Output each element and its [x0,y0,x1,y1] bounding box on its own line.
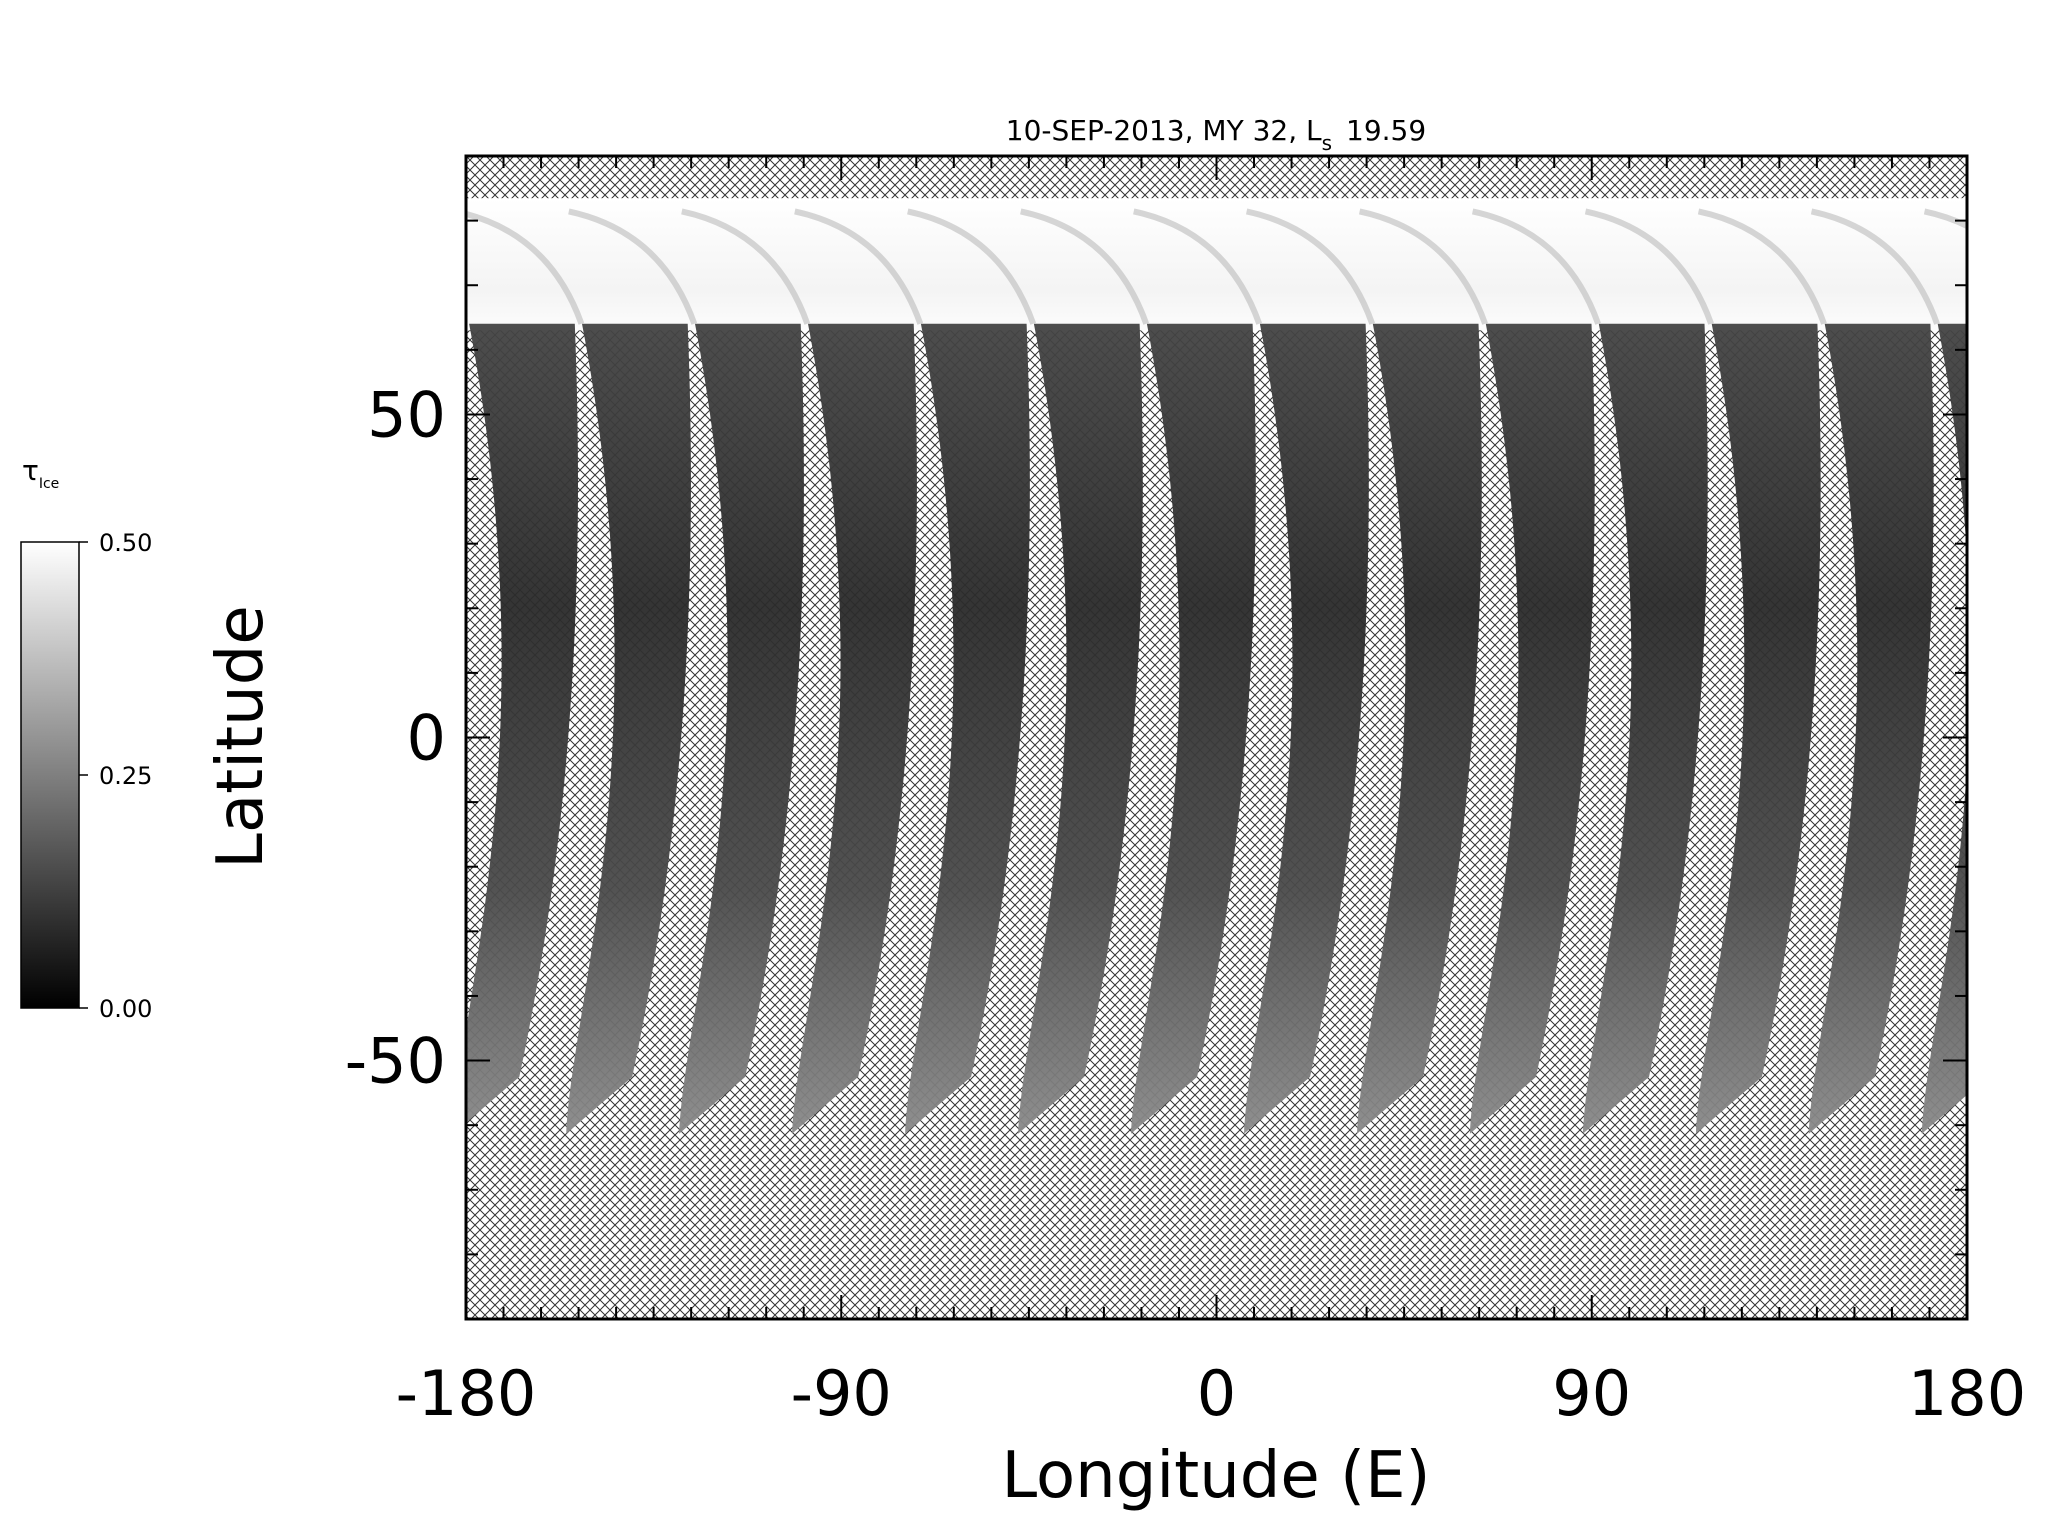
cap-arc [1020,208,1150,325]
swath [679,323,804,1134]
cap-arc [681,208,811,325]
x-tick-label: -90 [791,1357,892,1430]
colorbar-tick-label: 0.50 [99,529,152,557]
colorbar-tick-label: 0.00 [99,995,152,1023]
y-tick-label: 0 [407,702,446,775]
swath [1018,323,1143,1134]
swath [1695,323,1821,1134]
swath [466,323,578,1123]
swath [1469,323,1595,1134]
cap-arc [1358,208,1488,325]
y-tick-label: 50 [367,378,446,451]
x-tick-label: -180 [396,1357,537,1430]
cap-arc [1471,208,1601,325]
cap-arc [1584,208,1714,325]
cap-arc [1133,208,1263,325]
swath [905,323,1030,1134]
x-tick-label: 90 [1552,1357,1631,1430]
x-tick-label: 0 [1197,1357,1236,1430]
y-axis-label: Latitude [204,605,278,868]
colorbar-tick-label: 0.25 [99,762,152,790]
cap-arc [1810,208,1940,325]
cap-arc [1697,208,1827,325]
cap-arc [466,210,585,325]
x-tick-label: 180 [1908,1357,2026,1430]
cap-arc [568,208,698,325]
cap-arc [1245,208,1376,325]
cap-arc [907,208,1037,325]
chart-title: 10-SEP-2013, MY 32, Ls 19.59 [1006,114,1426,155]
x-axis-label: Longitude (E) [1001,1439,1430,1513]
map-image [466,156,1967,1319]
colorbar [20,541,80,1009]
y-tick-label: -50 [345,1025,446,1098]
colorbar-label: τIce [22,454,59,492]
swath [1582,323,1708,1134]
swath [792,323,917,1134]
cap-arc [794,208,924,325]
cap-arc [1923,208,1967,230]
swath [1808,323,1934,1134]
swath [1244,323,1369,1134]
swath [1131,323,1256,1134]
swath [1357,323,1482,1134]
swath [566,323,691,1134]
